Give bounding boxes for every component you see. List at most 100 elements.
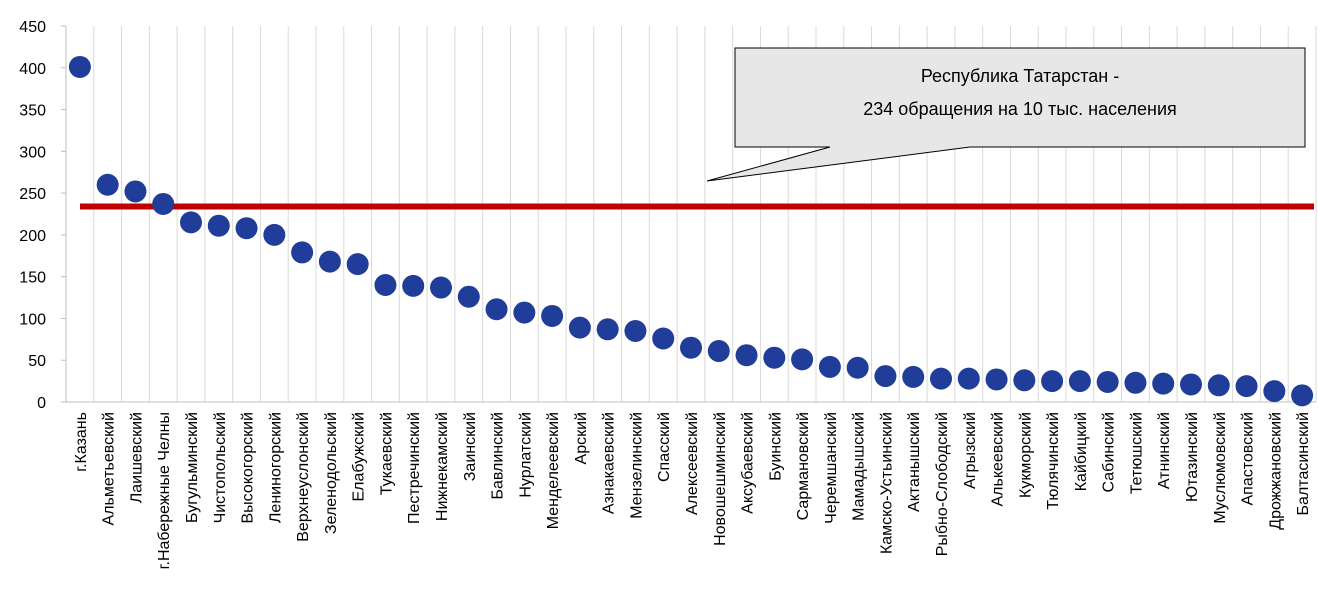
x-tick-label: Сармановский [795, 412, 812, 520]
data-point [791, 348, 814, 371]
y-tick-label: 50 [28, 353, 46, 370]
data-point [1041, 370, 1064, 393]
data-point [430, 276, 452, 299]
y-tick-label: 300 [19, 144, 46, 161]
x-tick-label: Камско-Устьинский [878, 412, 895, 554]
data-point [568, 316, 591, 339]
x-tick-label: Заинский [462, 412, 479, 481]
x-tick-label: Буинский [767, 412, 784, 481]
data-point [763, 346, 786, 369]
x-tick-label: Тюлячинский [1045, 412, 1062, 510]
x-tick-label: Елабужский [351, 412, 368, 501]
data-point [930, 367, 952, 390]
y-tick-label: 400 [19, 61, 46, 78]
data-point [1096, 370, 1119, 393]
data-point [624, 319, 647, 342]
data-point [1235, 375, 1258, 398]
data-point [818, 355, 841, 378]
x-axis: г.Казань Альметьевский Лаишевский г.Набереж… [66, 401, 1316, 569]
x-tick-label: Кукморский [1017, 412, 1034, 498]
data-point [513, 301, 536, 324]
x-tick-label: Муслюмовский [1212, 412, 1229, 524]
data-point [1263, 380, 1286, 403]
x-tick-label: Нурлатский [517, 412, 534, 498]
x-tick-label: Нижнекамский [434, 412, 451, 521]
x-tick-label: Верхнеуслонский [295, 412, 312, 542]
data-point [596, 318, 619, 341]
x-tick-label: Зеленодольский [323, 412, 340, 534]
x-tick-label: Мамадышский [851, 412, 868, 521]
data-point [1068, 370, 1091, 393]
x-tick-label: Бугульминский [184, 412, 201, 523]
x-tick-label: Апастовский [1240, 412, 1257, 505]
data-point [374, 274, 397, 297]
x-tick-label: г.Набережные Челны [156, 412, 173, 569]
callout-line-1: Республика Татарстан - [921, 66, 1119, 86]
data-point [1180, 373, 1202, 396]
x-tick-label: Рыбно-Слободский [934, 412, 951, 556]
data-point [346, 253, 369, 276]
data-point [1013, 369, 1036, 392]
x-tick-label: Высокогорский [240, 412, 257, 523]
x-tick-label: Лениногорский [267, 412, 284, 523]
data-point [1207, 374, 1230, 397]
x-tick-label: Лаишевский [128, 412, 145, 503]
x-tick-label: Алькеевский [990, 412, 1007, 507]
data-point [318, 250, 341, 273]
data-point [263, 223, 286, 246]
x-tick-label: Азнакаевский [601, 412, 618, 514]
x-tick-label: г.Казань [73, 412, 90, 472]
data-point [96, 173, 119, 196]
data-point [846, 356, 869, 379]
x-tick-label: Кайбицкий [1073, 412, 1090, 491]
x-tick-label: Новошешминский [712, 412, 729, 546]
y-tick-label: 350 [19, 103, 46, 120]
x-tick-label: Чистопольский [212, 412, 229, 523]
data-point [1291, 384, 1314, 407]
data-point [541, 304, 564, 327]
data-point [68, 55, 91, 78]
x-tick-label: Балтасинский [1295, 412, 1312, 515]
data-point [152, 192, 175, 215]
y-tick-label: 150 [19, 270, 46, 287]
data-point [1124, 371, 1147, 394]
x-tick-label: Спасский [656, 412, 673, 482]
data-point [652, 327, 675, 350]
data-point [291, 241, 314, 264]
callout: Республика Татарстан - 234 обращения на … [706, 47, 1306, 182]
x-tick-label: Арский [573, 412, 590, 464]
x-tick-label: Ютазинский [1184, 412, 1201, 502]
x-tick-label: Бавлинский [490, 412, 507, 500]
y-tick-label: 450 [19, 19, 46, 36]
callout-box [706, 47, 1306, 182]
x-tick-label: Пестречинский [406, 412, 423, 524]
x-tick-label: Черемшанский [823, 412, 840, 524]
data-point [1152, 372, 1175, 395]
data-point [402, 274, 425, 297]
data-point [207, 214, 230, 237]
data-point [707, 340, 730, 363]
data-point [124, 180, 147, 203]
data-point [485, 298, 508, 321]
data-point [457, 285, 480, 308]
x-tick-label: Тукаевский [378, 412, 395, 495]
x-tick-label: Менделеевский [545, 412, 562, 529]
x-tick-label: Альметьевский [101, 412, 118, 525]
y-tick-label: 100 [19, 311, 46, 328]
x-tick-label: Актанышский [906, 412, 923, 512]
x-tick-label: Сабинский [1101, 412, 1118, 492]
x-tick-label: Алексеевский [684, 412, 701, 515]
x-tick-label: Тетюшский [1128, 412, 1145, 494]
x-tick-label: Аксубаевский [740, 412, 757, 514]
data-point [874, 365, 897, 388]
data-point [180, 211, 202, 234]
x-tick-label: Мензелинский [628, 412, 645, 519]
x-tick-label: Атнинский [1156, 412, 1173, 489]
gridlines [65, 26, 1317, 402]
data-points [68, 55, 1314, 407]
y-tick-label: 0 [37, 395, 46, 412]
data-point [902, 365, 925, 388]
data-point [735, 344, 758, 367]
data-point [680, 336, 702, 359]
